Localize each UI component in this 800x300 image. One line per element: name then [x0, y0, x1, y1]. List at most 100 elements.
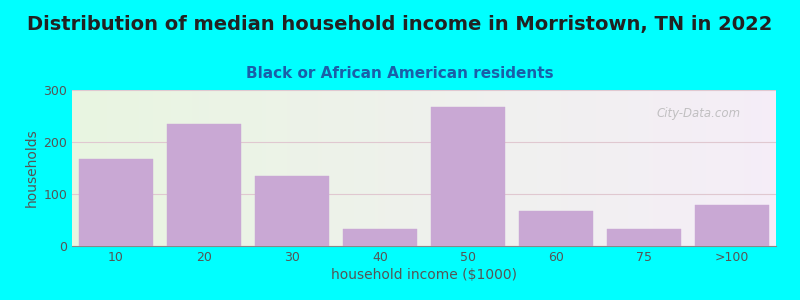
- Bar: [139, 90, 142, 246]
- Bar: [227, 90, 230, 246]
- Bar: [706, 90, 709, 246]
- Bar: [755, 90, 758, 246]
- Bar: [456, 90, 459, 246]
- Bar: [621, 90, 625, 246]
- Bar: [646, 90, 650, 246]
- Bar: [374, 90, 378, 246]
- Bar: [526, 90, 530, 246]
- Bar: [298, 90, 301, 246]
- X-axis label: household income ($1000): household income ($1000): [331, 268, 517, 282]
- Bar: [318, 90, 322, 246]
- Bar: [656, 90, 660, 246]
- Bar: [459, 90, 462, 246]
- Bar: [304, 90, 308, 246]
- Bar: [146, 90, 150, 246]
- Bar: [533, 90, 537, 246]
- Bar: [170, 90, 174, 246]
- Bar: [174, 90, 178, 246]
- Bar: [452, 90, 456, 246]
- Bar: [104, 90, 107, 246]
- Bar: [600, 90, 603, 246]
- Bar: [122, 90, 125, 246]
- Bar: [326, 90, 329, 246]
- Bar: [537, 90, 540, 246]
- Bar: [438, 90, 442, 246]
- Bar: [132, 90, 135, 246]
- Bar: [562, 90, 565, 246]
- Y-axis label: households: households: [25, 129, 39, 207]
- Bar: [663, 90, 667, 246]
- Bar: [427, 90, 431, 246]
- Bar: [322, 90, 326, 246]
- Bar: [100, 90, 104, 246]
- Bar: [442, 90, 445, 246]
- Bar: [371, 90, 374, 246]
- Bar: [188, 90, 192, 246]
- Bar: [614, 90, 618, 246]
- Bar: [364, 90, 368, 246]
- Bar: [515, 90, 519, 246]
- Bar: [286, 90, 290, 246]
- Bar: [90, 90, 93, 246]
- Bar: [430, 106, 506, 246]
- Bar: [512, 90, 515, 246]
- Bar: [329, 90, 333, 246]
- Bar: [283, 90, 286, 246]
- Bar: [93, 90, 97, 246]
- Bar: [97, 90, 100, 246]
- Bar: [638, 90, 642, 246]
- Bar: [547, 90, 550, 246]
- Bar: [79, 90, 82, 246]
- Bar: [632, 90, 635, 246]
- Bar: [241, 90, 245, 246]
- Bar: [311, 90, 315, 246]
- Bar: [378, 90, 382, 246]
- Bar: [153, 90, 157, 246]
- Bar: [216, 90, 220, 246]
- Bar: [758, 90, 762, 246]
- Bar: [660, 90, 663, 246]
- Bar: [357, 90, 361, 246]
- Bar: [565, 90, 568, 246]
- Bar: [336, 90, 339, 246]
- Bar: [773, 90, 776, 246]
- Bar: [220, 90, 223, 246]
- Bar: [273, 90, 276, 246]
- Bar: [568, 90, 572, 246]
- Bar: [579, 90, 582, 246]
- Bar: [213, 90, 216, 246]
- Bar: [519, 90, 522, 246]
- Bar: [474, 90, 477, 246]
- Bar: [674, 90, 678, 246]
- Bar: [642, 90, 646, 246]
- Bar: [748, 90, 751, 246]
- Bar: [713, 90, 716, 246]
- Bar: [554, 90, 558, 246]
- Bar: [470, 90, 474, 246]
- Bar: [280, 90, 283, 246]
- Bar: [251, 90, 255, 246]
- Bar: [744, 90, 748, 246]
- Bar: [389, 90, 392, 246]
- Bar: [477, 90, 480, 246]
- Bar: [185, 90, 188, 246]
- Bar: [399, 90, 403, 246]
- Bar: [628, 90, 632, 246]
- Bar: [734, 90, 738, 246]
- Bar: [198, 90, 202, 246]
- Bar: [597, 90, 600, 246]
- Bar: [301, 90, 304, 246]
- Bar: [192, 90, 195, 246]
- Bar: [248, 90, 251, 246]
- Bar: [730, 90, 734, 246]
- Bar: [276, 90, 280, 246]
- Bar: [386, 90, 389, 246]
- Bar: [315, 90, 318, 246]
- Bar: [181, 90, 185, 246]
- Bar: [424, 90, 427, 246]
- Bar: [502, 90, 505, 246]
- Bar: [245, 90, 248, 246]
- Bar: [396, 90, 399, 246]
- Bar: [607, 90, 610, 246]
- Bar: [392, 90, 396, 246]
